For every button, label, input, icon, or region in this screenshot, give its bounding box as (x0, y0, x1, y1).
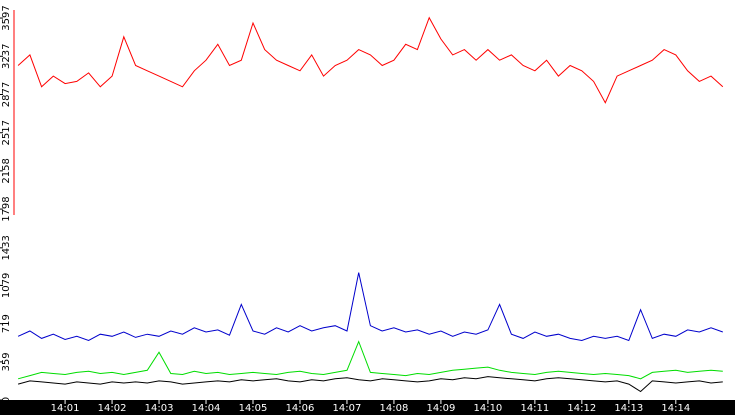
y-tick-label: 3597 (1, 5, 12, 30)
x-tick-label: 14:05 (239, 403, 268, 414)
x-tick-label: 14:03 (145, 403, 174, 414)
x-tick-label: 14:08 (380, 403, 409, 414)
y-tick-label: 2517 (1, 120, 12, 145)
x-axis-band (0, 400, 735, 415)
y-tick-label: 1079 (1, 273, 12, 298)
series-line (17, 272, 723, 342)
y-tick-label: 2877 (1, 82, 12, 107)
x-tick-label: 14:04 (192, 403, 221, 414)
x-tick-label: 14:10 (473, 403, 502, 414)
y-tick-label: 0 (1, 397, 12, 403)
series-line (17, 16, 724, 104)
x-tick-label: 14:11 (520, 403, 549, 414)
y-tick-label: 2158 (1, 158, 12, 183)
x-tick-label: 14:12 (567, 403, 596, 414)
series-line (17, 376, 723, 393)
x-tick-label: 14:14 (661, 403, 690, 414)
series-line (17, 340, 723, 380)
x-tick-label: 14:02 (98, 403, 127, 414)
y-tick-label: 1433 (1, 235, 12, 260)
x-tick-label: 14:13 (614, 403, 643, 414)
x-tick-label: 14:01 (51, 403, 80, 414)
y-tick-label: 3237 (1, 44, 12, 69)
x-tick-label: 14:09 (427, 403, 456, 414)
y-tick-label: 359 (1, 352, 12, 371)
y-tick-label: 719 (1, 314, 12, 333)
x-tick-label: 14:07 (333, 403, 362, 414)
y-tick-label: 1798 (1, 196, 12, 221)
x-tick-label: 14:06 (286, 403, 315, 414)
